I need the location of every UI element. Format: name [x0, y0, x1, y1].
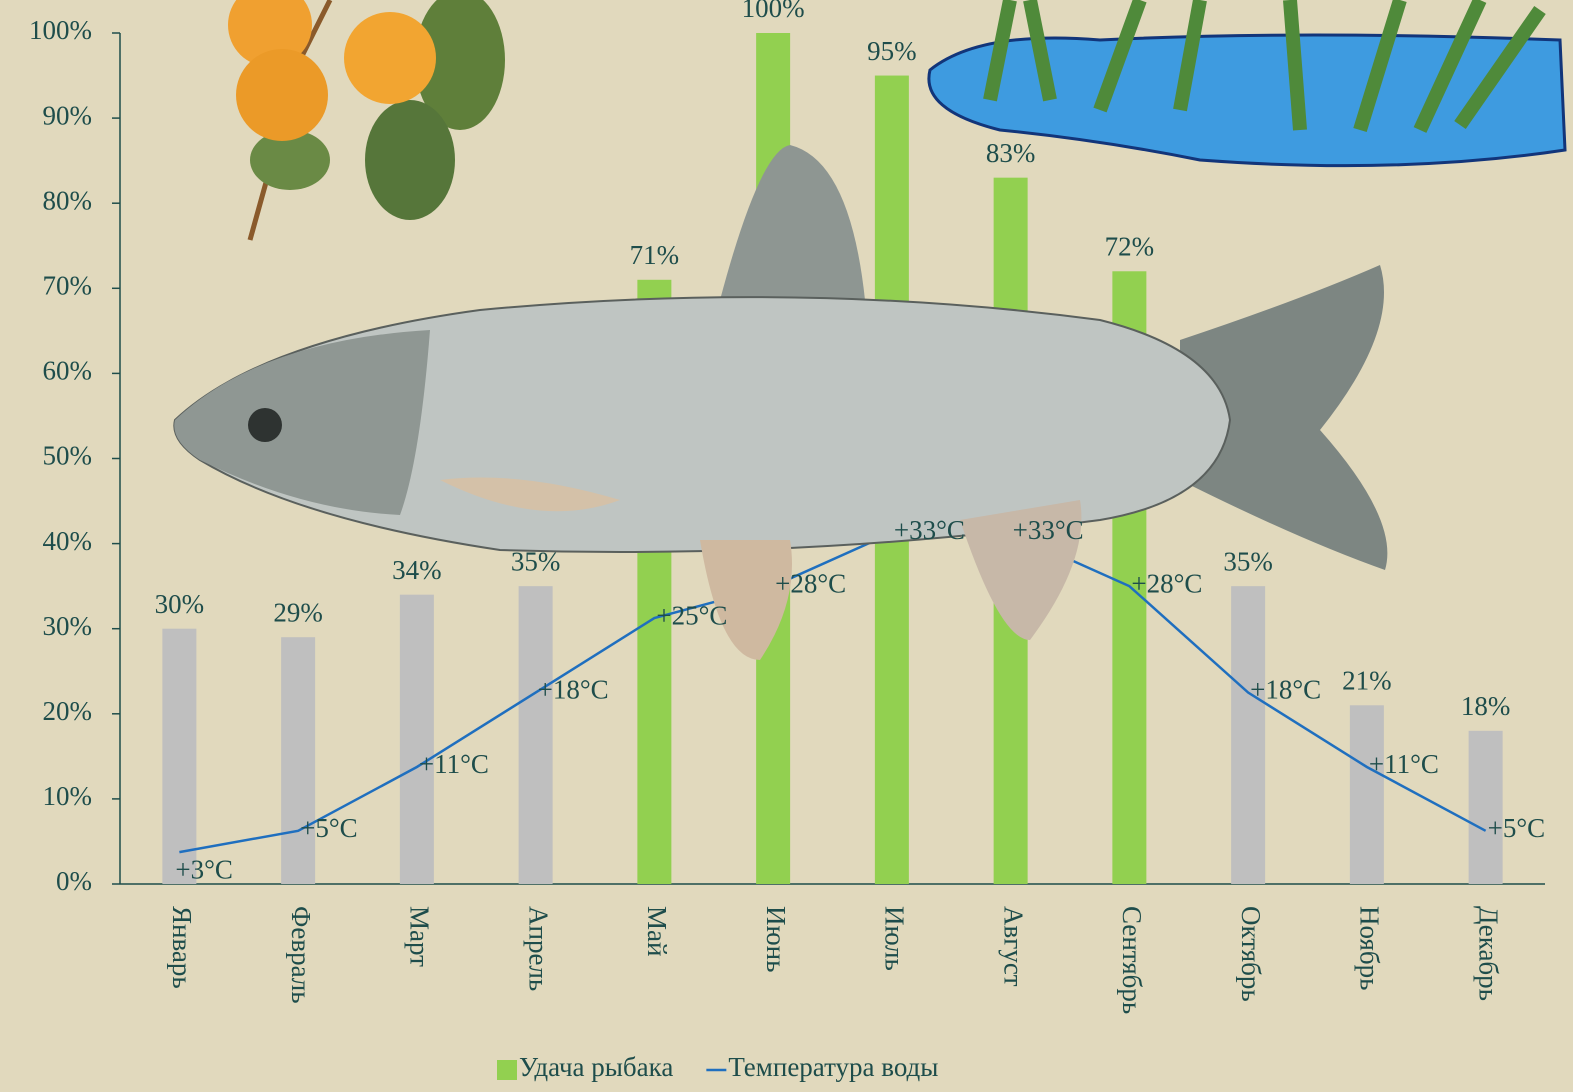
legend: Удача рыбака Температура воды [497, 1052, 938, 1082]
bar [162, 628, 197, 884]
legend-swatch [497, 1060, 517, 1080]
bar-value-label: 18% [1461, 691, 1511, 721]
bar [399, 594, 434, 884]
bar-value-label: 21% [1342, 665, 1392, 695]
line-value-label: +5°C [300, 813, 358, 843]
bar-value-label: 71% [630, 240, 680, 270]
bar [518, 586, 553, 884]
y-tick-label: 0% [56, 866, 92, 896]
x-tick-label: Май [642, 906, 672, 956]
bar-value-label: 83% [986, 138, 1036, 168]
line-value-label: +33°C [894, 515, 965, 545]
bar-value-label: 29% [273, 597, 323, 627]
bar-value-label: 30% [155, 589, 205, 619]
legend-label: Температура воды [728, 1052, 938, 1082]
bar [1468, 730, 1503, 884]
line-value-label: +33°C [1013, 515, 1084, 545]
line-value-label: +5°C [1488, 813, 1546, 843]
y-tick-label: 30% [43, 611, 93, 641]
x-tick-label: Апрель [523, 906, 553, 991]
y-tick-label: 90% [43, 100, 93, 130]
x-tick-label: Март [405, 906, 435, 967]
x-tick-label: Январь [167, 906, 197, 989]
y-tick-label: 60% [43, 356, 93, 386]
y-tick-label: 70% [43, 271, 93, 301]
y-tick-label: 100% [29, 15, 92, 45]
bar-value-label: 35% [1223, 546, 1273, 576]
line-value-label: +3°C [175, 854, 233, 884]
bar-value-label: 100% [742, 0, 805, 23]
line-value-label: +28°C [775, 568, 846, 598]
x-tick-label: Февраль [286, 906, 316, 1004]
legend-label: Удача рыбака [519, 1052, 673, 1082]
x-tick-label: Июнь [761, 906, 791, 972]
decor-pond [927, 0, 1567, 168]
bar [281, 637, 316, 884]
x-tick-label: Ноябрь [1355, 906, 1385, 990]
y-tick-label: 80% [43, 185, 93, 215]
line-value-label: +28°C [1131, 568, 1202, 598]
bar-value-label: 72% [1105, 231, 1155, 261]
decor-apricots [228, 0, 505, 241]
x-tick-label: Октябрь [1236, 906, 1266, 1002]
bar-value-label: 95% [867, 36, 917, 66]
line-value-label: +11°C [419, 749, 489, 779]
line [179, 531, 1487, 854]
y-tick-label: 10% [43, 781, 93, 811]
line-value-label: +11°C [1369, 749, 1439, 779]
x-tick-label: Июль [880, 906, 910, 971]
x-tick-label: Август [998, 906, 1028, 987]
x-tick-label: Декабрь [1473, 906, 1503, 1001]
bar [1349, 705, 1384, 884]
line-value-label: +18°C [1250, 675, 1321, 705]
y-tick-label: 50% [43, 441, 93, 471]
y-tick-label: 40% [43, 526, 93, 556]
bar [1231, 586, 1266, 884]
line-value-label: +18°C [538, 675, 609, 705]
x-tick-label: Сентябрь [1117, 906, 1147, 1014]
bar-value-label: 34% [392, 555, 442, 585]
line-value-label: +25°C [656, 600, 727, 630]
y-tick-label: 20% [43, 696, 93, 726]
decor-fish [173, 145, 1388, 660]
